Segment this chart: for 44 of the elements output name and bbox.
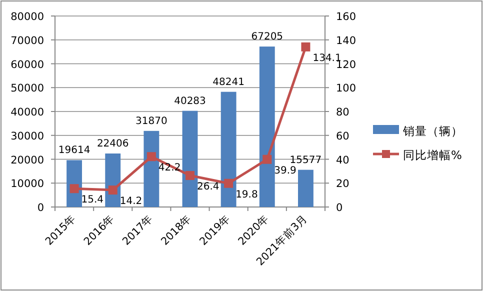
- y2-tick-label: 20: [336, 178, 350, 190]
- bar: [298, 170, 314, 207]
- y2-tick-label: 140: [336, 34, 356, 47]
- data-label: 48241: [212, 76, 244, 88]
- y-tick-label: 30000: [10, 130, 44, 142]
- y2-tick-label: 60: [336, 130, 350, 142]
- data-label: 31870: [136, 116, 168, 127]
- y-tick-label: 60000: [10, 58, 44, 71]
- y-tick-label: 70000: [10, 34, 44, 47]
- y2-tick-label: 100: [336, 82, 356, 95]
- point: [186, 170, 194, 180]
- data-label: 67205: [251, 32, 284, 43]
- y-tick-label: 20000: [10, 154, 44, 166]
- bar: [220, 92, 236, 207]
- y2-tick-label: 160: [336, 11, 356, 23]
- data-label: 26.4: [197, 181, 220, 192]
- data-label: 134.1: [312, 52, 342, 64]
- data-label: 19.8: [236, 189, 258, 200]
- data-label: 19614: [58, 145, 90, 156]
- bar: [144, 130, 160, 207]
- legend-label: 同比增幅%: [403, 148, 462, 162]
- y2-tick-label: 40: [336, 154, 350, 166]
- y-tick-label: 50000: [10, 82, 44, 95]
- bar: [259, 46, 275, 207]
- data-label: 40283: [174, 96, 206, 107]
- data-label: 14.2: [120, 196, 142, 208]
- data-label: 15.4: [81, 194, 104, 206]
- point: [108, 186, 118, 195]
- y-tick-label: 40000: [10, 106, 44, 118]
- point: [224, 178, 234, 188]
- point: [146, 152, 156, 162]
- y-tick-label: 0: [37, 202, 44, 214]
- data-label: 15577: [290, 154, 322, 166]
- bar: [182, 110, 198, 207]
- y-tick-label: 10000: [10, 178, 44, 190]
- y2-tick-label: 80: [336, 106, 350, 118]
- point: [262, 154, 272, 164]
- y2-tick-label: 0: [336, 202, 343, 214]
- point: [70, 184, 79, 194]
- legend-label: 销量（辆）: [402, 124, 463, 138]
- data-label: 22406: [96, 138, 129, 150]
- data-label: 39.9: [274, 165, 296, 176]
- point: [301, 42, 310, 52]
- y-tick-label: 80000: [10, 11, 44, 23]
